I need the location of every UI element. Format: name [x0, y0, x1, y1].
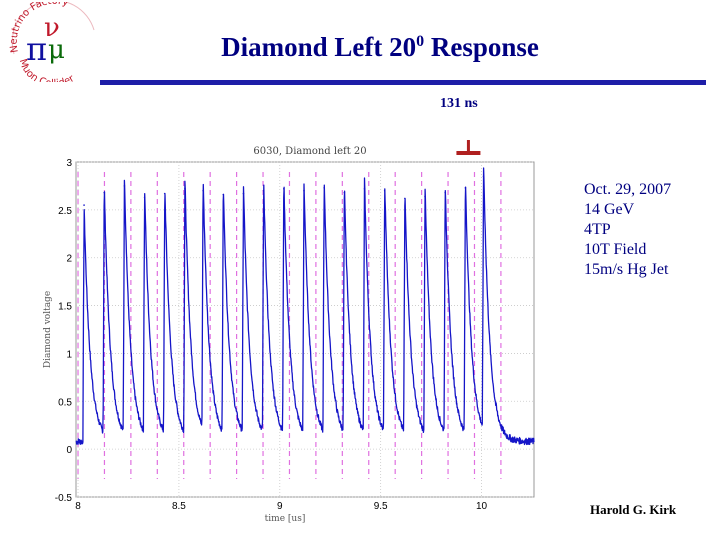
peak-point [184, 188, 186, 190]
peak-point [83, 204, 85, 206]
x-tick-label: 9.5 [374, 501, 388, 512]
peak-point [103, 191, 106, 194]
logo: Neutrino Factory Muon Collider π μ ν [9, 2, 95, 82]
y-axis-label: Diamond voltage [43, 291, 53, 368]
peak-point [283, 188, 285, 190]
peak-point [482, 175, 485, 178]
title-superscript: 0 [416, 33, 425, 50]
page-title: Diamond Left 200 Response [150, 32, 610, 63]
peak-point [444, 191, 447, 194]
peak-point [123, 185, 126, 187]
peak-point [464, 187, 467, 189]
peak-point [363, 188, 366, 190]
peak-point [343, 191, 346, 194]
peak-point [404, 197, 406, 200]
x-tick-label: 8.5 [172, 501, 186, 512]
peak-point [323, 187, 325, 189]
y-tick-label: 0 [66, 445, 72, 456]
info-line-energy: 14 GeV [584, 201, 635, 218]
info-line-jet: 15m/s Hg Jet [584, 261, 669, 278]
logo-nu-symbol: ν [44, 13, 60, 43]
peak-point [163, 192, 166, 195]
peak-point [222, 193, 225, 196]
y-tick-label: 1 [66, 349, 72, 360]
x-axis-label: time [us] [265, 514, 306, 524]
info-line-date: Oct. 29, 2007 [584, 181, 672, 198]
x-tick-label: 9 [277, 501, 283, 512]
logo-mu-symbol: μ [48, 35, 65, 65]
chart-title: 6030, Diamond left 20 [253, 146, 366, 157]
y-tick-label: 0.5 [58, 397, 72, 408]
peak-point [424, 195, 426, 198]
peak-point [262, 189, 265, 192]
info-line-protons: 4TP [584, 221, 611, 238]
x-tick-label: 8 [75, 501, 81, 512]
logo-pi-symbol: π [26, 30, 47, 68]
title-main: Diamond Left 20 [221, 32, 417, 62]
annotation-label: 131 ns [440, 96, 478, 111]
x-tick-label: 10 [476, 501, 488, 512]
run-info: Oct. 29, 2007 14 GeV 4TP 10T Field 15m/s… [584, 180, 671, 280]
author-name: Harold G. Kirk [590, 502, 677, 517]
peak-point [383, 189, 386, 192]
peak-point [303, 189, 305, 192]
info-line-field: 10T Field [584, 241, 647, 258]
title-rule [100, 80, 706, 85]
logo-ring [11, 2, 95, 55]
peak-point [202, 189, 204, 192]
y-tick-label: 3 [66, 158, 72, 169]
peak-point [143, 196, 146, 199]
diamond-voltage-chart: 8 8.5 9 9.5 10 -0.5 0 0.5 1 1.5 2 2.5 3 6030, Diamond… [43, 140, 535, 524]
y-tick-label: 2 [66, 254, 72, 265]
y-tick-label: -0.5 [55, 493, 73, 504]
diamond-voltage-trace [75, 167, 535, 446]
title-suffix: Response [424, 32, 539, 62]
y-tick-label: 1.5 [58, 302, 72, 313]
y-tick-label: 2.5 [58, 206, 72, 217]
peak-point [242, 192, 245, 195]
